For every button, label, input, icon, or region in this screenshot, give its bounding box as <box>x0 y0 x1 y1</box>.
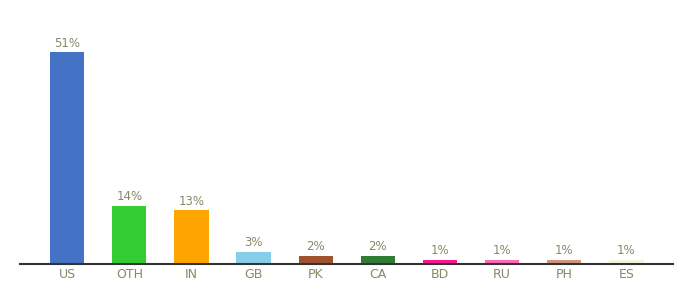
Text: 1%: 1% <box>617 244 636 257</box>
Text: 1%: 1% <box>493 244 511 257</box>
Bar <box>361 256 395 264</box>
Bar <box>485 260 520 264</box>
Bar <box>547 260 581 264</box>
Text: 13%: 13% <box>178 195 205 208</box>
Bar <box>174 210 209 264</box>
Text: 2%: 2% <box>307 240 325 253</box>
Bar <box>50 52 84 264</box>
Text: 1%: 1% <box>555 244 574 257</box>
Text: 3%: 3% <box>244 236 263 249</box>
Bar <box>299 256 333 264</box>
Text: 14%: 14% <box>116 190 142 203</box>
Bar <box>423 260 457 264</box>
Text: 1%: 1% <box>430 244 449 257</box>
Text: 51%: 51% <box>54 37 80 50</box>
Bar <box>112 206 146 264</box>
Bar <box>609 260 643 264</box>
Bar <box>237 251 271 264</box>
Text: 2%: 2% <box>369 240 387 253</box>
